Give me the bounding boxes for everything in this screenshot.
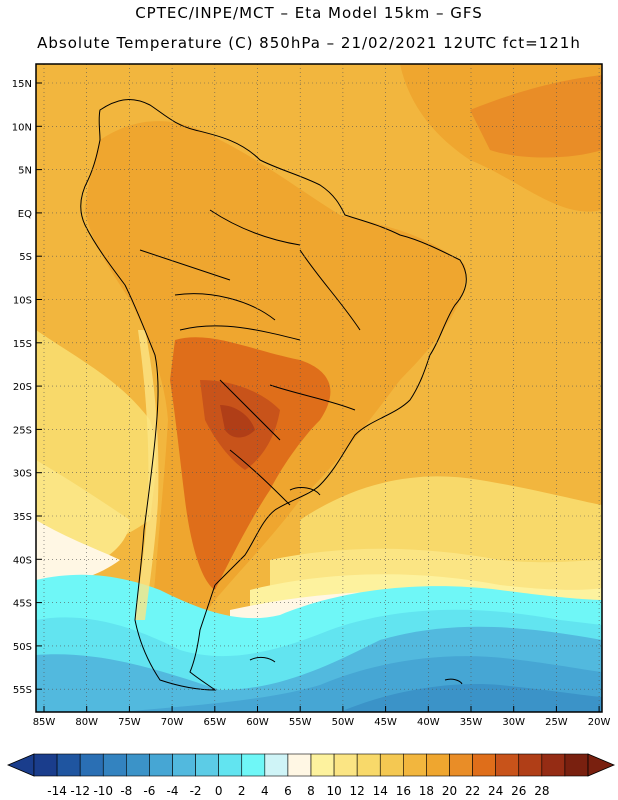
legend-swatch	[333, 753, 358, 777]
legend-swatch	[379, 753, 404, 777]
lon-tick-label: 30W	[502, 717, 525, 728]
legend-swatch	[495, 753, 520, 777]
legend-swatch	[79, 753, 104, 777]
legend-label: -14	[47, 784, 67, 798]
legend-label: -6	[143, 784, 155, 798]
legend-label: 2	[238, 784, 246, 798]
lat-tick-label: 5S	[19, 252, 32, 263]
legend-label: 16	[396, 784, 411, 798]
legend-swatch	[426, 753, 450, 777]
legend-label: -2	[190, 784, 202, 798]
lat-tick-label: 25S	[13, 425, 32, 436]
lat-tick-label: 15S	[13, 339, 32, 350]
lon-tick-label: 55W	[289, 717, 312, 728]
longitude-ticks: 85W 80W 75W 70W 65W 60W 55W 50W 45W 40W 35W 30W 25W 2…	[33, 706, 611, 728]
lat-tick-label: 35S	[13, 512, 32, 523]
legend-swatch	[149, 753, 173, 777]
legend-swatch	[33, 753, 58, 777]
lat-tick-label: 50S	[13, 642, 32, 653]
legend-label: 0	[215, 784, 223, 798]
legend-label: 18	[419, 784, 434, 798]
legend-swatch	[102, 753, 127, 777]
color-legend: -14 -12 -10 -8 -6 -4 -2 0 2 4 6 8 10 12 14 16 18 20 22 24 26…	[6, 753, 616, 798]
legend-swatch	[172, 753, 196, 777]
legend-swatch	[126, 753, 150, 777]
map-title: CPTEC/INPE/MCT – Eta Model 15km – GFS	[135, 4, 483, 22]
lat-tick-label: 10S	[13, 296, 32, 307]
lon-tick-label: 45W	[374, 717, 397, 728]
legend-label: -8	[120, 784, 132, 798]
legend-label: 12	[350, 784, 365, 798]
lat-tick-label: 10N	[12, 122, 32, 133]
legend-label: -4	[167, 784, 179, 798]
lat-tick-label: 30S	[13, 469, 32, 480]
legend-label: 28	[534, 784, 549, 798]
legend-swatch	[518, 753, 543, 777]
legend-swatch	[56, 753, 81, 777]
legend-label: -12	[70, 784, 90, 798]
legend-label: 14	[373, 784, 388, 798]
latitude-ticks: 15N 10N 5N EQ 5S 10S 15S 20S 25S 30S 35S 40S 45S 50S 5…	[12, 79, 42, 696]
lon-tick-label: 50W	[332, 717, 355, 728]
legend-swatch	[287, 753, 312, 777]
legend-swatch	[403, 753, 427, 777]
legend-swatch	[218, 753, 243, 777]
legend-label: -10	[93, 784, 113, 798]
temperature-field	[36, 64, 602, 712]
lon-tick-label: 75W	[118, 717, 141, 728]
legend-label: 26	[511, 784, 526, 798]
map-frame	[35, 63, 603, 713]
lat-tick-label: 45S	[13, 599, 32, 610]
legend-arrow-low	[6, 753, 35, 777]
legend-swatch	[472, 753, 496, 777]
legend-swatch	[564, 753, 589, 777]
legend-label: 24	[488, 784, 503, 798]
legend-swatch	[449, 753, 473, 777]
legend-label: 20	[442, 784, 457, 798]
lon-tick-label: 40W	[417, 717, 440, 728]
map-subtitle: Absolute Temperature (C) 850hPa – 21/02/…	[37, 34, 581, 52]
legend-swatch	[541, 753, 566, 777]
lat-tick-label: 40S	[13, 555, 32, 566]
legend-swatch	[241, 753, 266, 777]
legend-label: 6	[284, 784, 292, 798]
legend-label: 10	[326, 784, 341, 798]
coastline	[80, 99, 467, 691]
lon-tick-label: 20W	[588, 717, 611, 728]
lon-tick-label: 25W	[545, 717, 568, 728]
lon-tick-label: 60W	[246, 717, 269, 728]
legend-swatch	[195, 753, 219, 777]
lat-tick-label: 15N	[12, 79, 32, 90]
lat-tick-label: EQ	[18, 209, 32, 220]
lat-tick-label: 20S	[13, 382, 32, 393]
lon-tick-label: 65W	[203, 717, 226, 728]
legend-swatch	[264, 753, 289, 777]
legend-swatch	[310, 753, 335, 777]
graticule	[36, 64, 602, 712]
lat-tick-label: 55S	[13, 685, 32, 696]
legend-label: 4	[261, 784, 269, 798]
legend-label: 22	[465, 784, 480, 798]
legend-arrow-high	[587, 753, 616, 777]
legend-swatch	[356, 753, 381, 777]
lon-tick-label: 35W	[460, 717, 483, 728]
lon-tick-label: 80W	[75, 717, 98, 728]
lon-tick-label: 85W	[33, 717, 56, 728]
lon-tick-label: 70W	[161, 717, 184, 728]
legend-label: 8	[307, 784, 315, 798]
lat-tick-label: 5N	[18, 166, 32, 177]
